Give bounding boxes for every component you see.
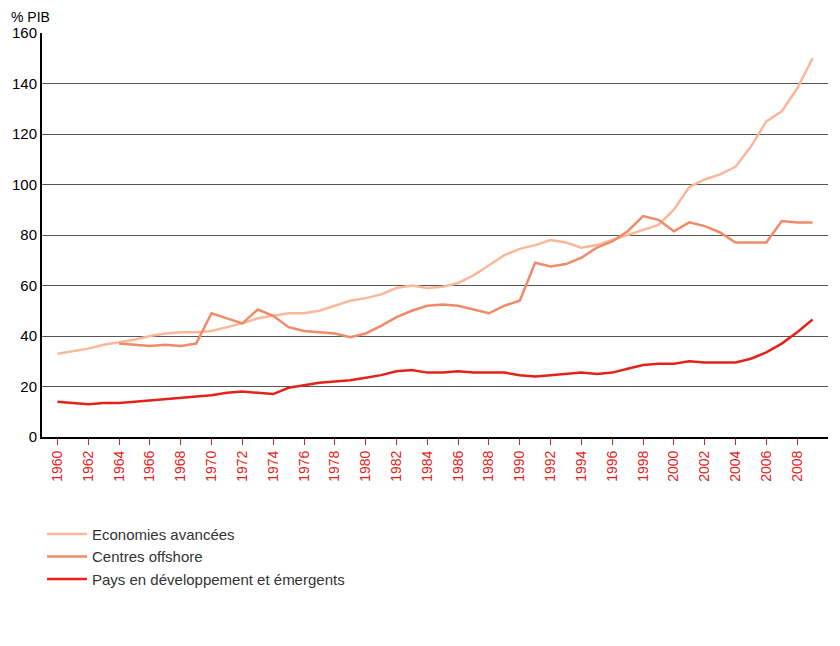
svg-text:100: 100 <box>12 176 37 193</box>
svg-text:40: 40 <box>20 327 37 344</box>
svg-text:1964: 1964 <box>111 450 127 481</box>
svg-text:Economies avancées: Economies avancées <box>92 526 235 543</box>
svg-text:2002: 2002 <box>696 450 712 481</box>
svg-text:1998: 1998 <box>635 450 651 481</box>
svg-text:1978: 1978 <box>326 450 342 481</box>
svg-text:1968: 1968 <box>172 450 188 481</box>
svg-text:1992: 1992 <box>542 450 558 481</box>
svg-text:2000: 2000 <box>665 450 681 481</box>
svg-text:1972: 1972 <box>234 450 250 481</box>
svg-text:Centres offshore: Centres offshore <box>92 548 203 565</box>
svg-text:1984: 1984 <box>419 450 435 481</box>
svg-text:1962: 1962 <box>80 450 96 481</box>
svg-text:120: 120 <box>12 125 37 142</box>
svg-text:1994: 1994 <box>573 450 589 481</box>
svg-text:1986: 1986 <box>450 450 466 481</box>
svg-text:1980: 1980 <box>357 450 373 481</box>
svg-text:0: 0 <box>29 428 37 445</box>
svg-text:Pays en développement et émerg: Pays en développement et émergents <box>92 571 345 588</box>
svg-text:160: 160 <box>12 24 37 41</box>
svg-text:140: 140 <box>12 75 37 92</box>
svg-text:80: 80 <box>20 226 37 243</box>
svg-text:1990: 1990 <box>511 450 527 481</box>
svg-text:1976: 1976 <box>296 450 312 481</box>
svg-text:60: 60 <box>20 277 37 294</box>
svg-text:% PIB: % PIB <box>11 9 50 25</box>
svg-text:2004: 2004 <box>727 450 743 481</box>
svg-text:1970: 1970 <box>203 450 219 481</box>
svg-text:1988: 1988 <box>480 450 496 481</box>
svg-text:1974: 1974 <box>265 450 281 481</box>
svg-text:1996: 1996 <box>604 450 620 481</box>
svg-text:2008: 2008 <box>789 450 805 481</box>
svg-text:1960: 1960 <box>49 450 65 481</box>
svg-text:1966: 1966 <box>141 450 157 481</box>
svg-text:20: 20 <box>20 378 37 395</box>
svg-text:2006: 2006 <box>758 450 774 481</box>
svg-text:1982: 1982 <box>388 450 404 481</box>
